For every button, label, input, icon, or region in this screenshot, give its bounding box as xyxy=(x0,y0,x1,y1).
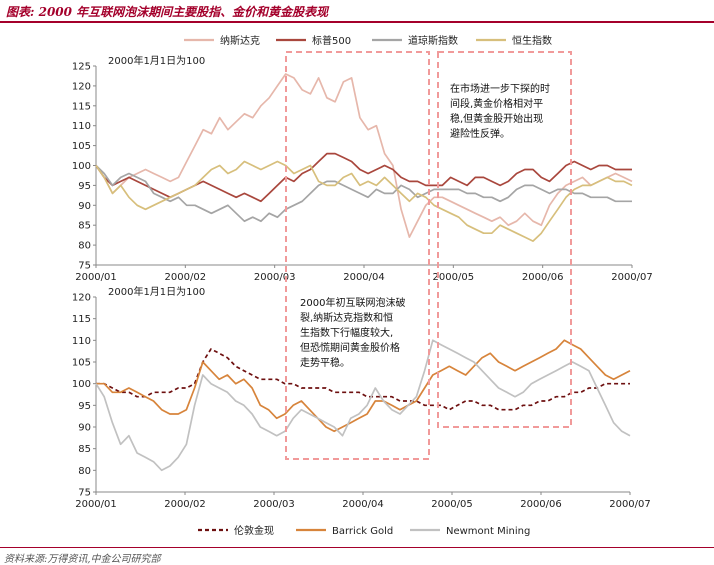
annotation-line: 间段,黄金价格相对平 xyxy=(450,97,543,110)
top-line-chart: 75 80 85 90 95 100 105 110 115 120 125 2000/01 2000/… xyxy=(72,54,653,283)
series-line-2 xyxy=(95,164,632,223)
y-tick-label: 95 xyxy=(78,181,91,192)
legend-label-3: 恒生指数 xyxy=(512,34,552,47)
x-tick-label: 2000/06 xyxy=(520,499,562,510)
y-tick-label: 95 xyxy=(78,401,91,412)
y-tick-label: 75 xyxy=(78,261,91,272)
chart-subtitle: 2000年1月1日为100 xyxy=(108,54,205,67)
annotation-line: 走势平稳。 xyxy=(300,356,350,369)
x-tick-label: 2000/07 xyxy=(609,499,651,510)
legend-label-2: Newmont Mining xyxy=(446,526,530,537)
legend-label-1: Barrick Gold xyxy=(332,526,393,537)
y-tick-label: 120 xyxy=(72,293,91,304)
x-tick-label: 2000/03 xyxy=(253,499,295,510)
y-tick-label: 85 xyxy=(78,444,91,455)
annotation-line: 2000年初互联网泡沫破 xyxy=(300,296,405,309)
title-divider xyxy=(0,21,714,23)
y-tick-label: 75 xyxy=(78,488,91,499)
x-tick-label: 2000/02 xyxy=(165,272,207,283)
series-line-2 xyxy=(95,339,631,472)
series-line-0 xyxy=(95,73,633,238)
x-tick-label: 2000/02 xyxy=(164,499,206,510)
y-tick-label: 110 xyxy=(72,336,91,347)
y-tick-label: 90 xyxy=(78,423,91,434)
footer-divider xyxy=(0,547,714,548)
y-tick-label: 105 xyxy=(72,141,91,152)
series-line-0 xyxy=(96,348,630,411)
source-note: 资料来源:万得资讯,中金公司研究部 xyxy=(4,554,161,565)
x-tick-label: 2000/06 xyxy=(522,272,564,283)
y-tick-label: 100 xyxy=(72,161,91,172)
y-tick-label: 80 xyxy=(78,466,91,477)
series-line-3 xyxy=(95,160,633,242)
y-tick-label: 90 xyxy=(78,201,91,212)
x-tick-label: 2000/04 xyxy=(342,499,384,510)
y-tick-label: 80 xyxy=(78,241,91,252)
figure-title: 图表: 2000 年互联网泡沫期间主要股指、金价和黄金股表现 xyxy=(6,5,329,19)
y-tick-label: 100 xyxy=(72,379,91,390)
annotation-line: 裂,纳斯达克指数和恒 xyxy=(300,311,393,324)
x-tick-label: 2000/05 xyxy=(431,499,473,510)
annotation-line: 但恐慌期间黄金股价格 xyxy=(300,341,400,354)
x-tick-label: 2000/07 xyxy=(611,272,653,283)
legend-label-1: 标普500 xyxy=(312,34,351,47)
annotation-line: 生指数下行幅度较大, xyxy=(300,326,393,339)
series-line-1 xyxy=(96,339,631,433)
y-tick-label: 115 xyxy=(72,314,91,325)
y-tick-label: 115 xyxy=(72,101,91,112)
highlight-box-bubble-burst xyxy=(285,51,430,460)
y-tick-label: 120 xyxy=(72,81,91,92)
highlight-box-market-decline xyxy=(437,51,572,428)
x-tick-label: 2000/04 xyxy=(343,272,385,283)
annotation-line: 在市场进一步下探的时 xyxy=(450,82,550,95)
annotation-line: 避险性反弹。 xyxy=(450,127,510,140)
x-tick-label: 2000/01 xyxy=(75,272,117,283)
y-tick-label: 85 xyxy=(78,221,91,232)
x-tick-label: 2000/01 xyxy=(75,499,117,510)
top-legend: 纳斯达克 标普500 道琼斯指数 恒生指数 xyxy=(184,34,552,47)
bottom-line-chart: 75 80 85 90 95 100 105 110 115 120 2000/01 2000/02 2… xyxy=(72,285,651,510)
y-tick-label: 110 xyxy=(72,121,91,132)
x-tick-label: 2000/05 xyxy=(433,272,475,283)
x-tick-label: 2000/03 xyxy=(254,272,296,283)
chart-subtitle: 2000年1月1日为100 xyxy=(108,285,205,298)
y-tick-label: 105 xyxy=(72,358,91,369)
bottom-legend: 伦敦金现 Barrick Gold Newmont Mining xyxy=(198,524,530,537)
legend-label-2: 道琼斯指数 xyxy=(408,34,458,47)
legend-label-0: 伦敦金现 xyxy=(234,524,274,537)
legend-label-0: 纳斯达克 xyxy=(220,34,260,47)
annotation-line: 稳,但黄金股开始出现 xyxy=(450,112,543,125)
y-tick-label: 125 xyxy=(72,62,91,73)
